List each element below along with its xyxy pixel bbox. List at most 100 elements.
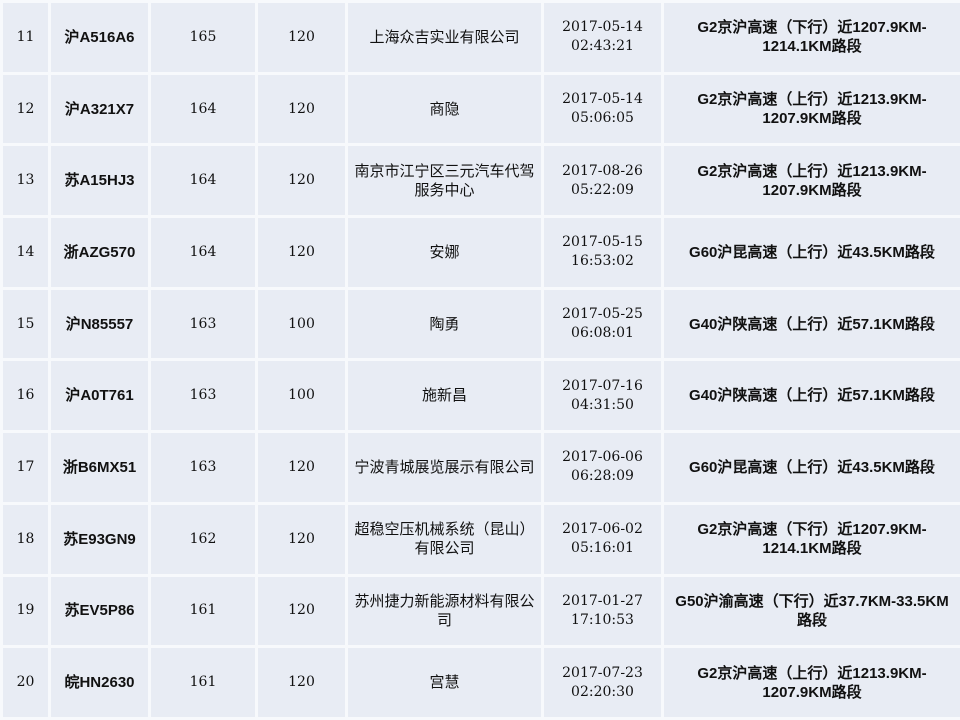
plate-number: 苏EV5P86 — [48, 573, 151, 649]
vehicle-owner: 南京市江宁区三元汽车代驾服务中心 — [345, 143, 544, 219]
violation-time: 17:10:53 — [571, 611, 634, 628]
violation-time: 05:16:01 — [571, 540, 634, 557]
violation-time: 04:31:50 — [571, 396, 634, 413]
speed-limit: 120 — [255, 143, 348, 219]
vehicle-owner: 施新昌 — [345, 358, 544, 434]
vehicle-owner: 上海众吉实业有限公司 — [345, 0, 544, 75]
row-index: 19 — [0, 573, 51, 649]
violation-time: 06:08:01 — [571, 325, 634, 342]
recorded-speed: 164 — [148, 71, 258, 147]
table-row: 14 浙AZG570 164 120 安娜 2017-05-15 16:53:02 G60沪昆… — [0, 215, 960, 290]
vehicle-owner: 商隐 — [345, 71, 544, 147]
violation-location: G40沪陕高速（上行）近57.1KM路段 — [661, 358, 960, 434]
recorded-speed: 163 — [148, 430, 258, 505]
table-row: 16 沪A0T761 163 100 施新昌 2017-07-16 04:31:50 G40沪… — [0, 358, 960, 434]
speed-limit: 120 — [255, 0, 348, 75]
row-index: 17 — [0, 430, 51, 505]
table-row: 13 苏A15HJ3 164 120 南京市江宁区三元汽车代驾服务中心 2017-08-2… — [0, 143, 960, 219]
violation-date: 2017-06-06 — [562, 449, 643, 466]
violation-date: 2017-07-16 — [562, 377, 643, 394]
speed-limit: 120 — [255, 71, 348, 147]
vehicle-owner: 陶勇 — [345, 286, 544, 362]
row-index: 12 — [0, 71, 51, 147]
table-row: 20 皖HN2630 161 120 宫慧 2017-07-23 02:20:30 G2京沪高… — [0, 645, 960, 720]
recorded-speed: 162 — [148, 501, 258, 577]
violation-date: 2017-05-14 — [562, 19, 643, 36]
violation-date: 2017-05-25 — [562, 306, 643, 323]
speed-limit: 100 — [255, 358, 348, 434]
violation-time: 2017-06-02 05:16:01 — [541, 501, 664, 577]
speed-limit: 120 — [255, 501, 348, 577]
violation-location: G2京沪高速（下行）近1207.9KM-1214.1KM路段 — [661, 0, 960, 75]
row-index: 14 — [0, 215, 51, 290]
row-index: 15 — [0, 286, 51, 362]
violation-date: 2017-05-15 — [562, 234, 643, 251]
violation-date: 2017-06-02 — [562, 521, 643, 538]
vehicle-owner: 安娜 — [345, 215, 544, 290]
violation-time: 2017-06-06 06:28:09 — [541, 430, 664, 505]
table-row: 17 浙B6MX51 163 120 宁波青城展览展示有限公司 2017-06-06 06:… — [0, 430, 960, 505]
violation-time: 02:43:21 — [571, 38, 634, 55]
plate-number: 沪A321X7 — [48, 71, 151, 147]
violation-time: 05:22:09 — [571, 181, 634, 198]
row-index: 13 — [0, 143, 51, 219]
vehicle-owner: 宁波青城展览展示有限公司 — [345, 430, 544, 505]
violation-time: 2017-07-23 02:20:30 — [541, 645, 664, 720]
recorded-speed: 165 — [148, 0, 258, 75]
plate-number: 沪A0T761 — [48, 358, 151, 434]
violation-date: 2017-08-26 — [562, 162, 643, 179]
table-row: 19 苏EV5P86 161 120 苏州捷力新能源材料有限公司 2017-01-27 17… — [0, 573, 960, 649]
violation-time: 2017-08-26 05:22:09 — [541, 143, 664, 219]
table-row: 12 沪A321X7 164 120 商隐 2017-05-14 05:06:05 G2京沪高… — [0, 71, 960, 147]
violation-time: 05:06:05 — [571, 110, 634, 127]
recorded-speed: 161 — [148, 645, 258, 720]
violation-date: 2017-07-23 — [562, 664, 643, 681]
violation-location: G2京沪高速（上行）近1213.9KM-1207.9KM路段 — [661, 71, 960, 147]
vehicle-owner: 苏州捷力新能源材料有限公司 — [345, 573, 544, 649]
row-index: 18 — [0, 501, 51, 577]
violation-time: 16:53:02 — [571, 253, 634, 270]
violation-location: G60沪昆高速（上行）近43.5KM路段 — [661, 215, 960, 290]
recorded-speed: 161 — [148, 573, 258, 649]
violation-time: 2017-01-27 17:10:53 — [541, 573, 664, 649]
table-row: 11 沪A516A6 165 120 上海众吉实业有限公司 2017-05-14 02:43… — [0, 0, 960, 75]
plate-number: 浙AZG570 — [48, 215, 151, 290]
plate-number: 沪A516A6 — [48, 0, 151, 75]
violation-time: 2017-05-15 16:53:02 — [541, 215, 664, 290]
violation-time: 2017-05-25 06:08:01 — [541, 286, 664, 362]
plate-number: 皖HN2630 — [48, 645, 151, 720]
violation-location: G2京沪高速（下行）近1207.9KM-1214.1KM路段 — [661, 501, 960, 577]
violation-location: G50沪渝高速（下行）近37.7KM-33.5KM路段 — [661, 573, 960, 649]
vehicle-owner: 宫慧 — [345, 645, 544, 720]
table-row: 18 苏E93GN9 162 120 超稳空压机械系统（昆山）有限公司 2017-06-0… — [0, 501, 960, 577]
recorded-speed: 164 — [148, 215, 258, 290]
violation-location: G2京沪高速（上行）近1213.9KM-1207.9KM路段 — [661, 143, 960, 219]
speed-limit: 120 — [255, 573, 348, 649]
recorded-speed: 163 — [148, 358, 258, 434]
recorded-speed: 164 — [148, 143, 258, 219]
recorded-speed: 163 — [148, 286, 258, 362]
violation-time: 06:28:09 — [571, 468, 634, 485]
violation-location: G60沪昆高速（上行）近43.5KM路段 — [661, 430, 960, 505]
violation-time: 02:20:30 — [571, 683, 634, 700]
vehicle-owner: 超稳空压机械系统（昆山）有限公司 — [345, 501, 544, 577]
row-index: 20 — [0, 645, 51, 720]
plate-number: 苏A15HJ3 — [48, 143, 151, 219]
violation-time: 2017-05-14 05:06:05 — [541, 71, 664, 147]
plate-number: 沪N85557 — [48, 286, 151, 362]
violation-date: 2017-05-14 — [562, 91, 643, 108]
table-row: 15 沪N85557 163 100 陶勇 2017-05-25 06:08:01 G40沪陕… — [0, 286, 960, 362]
violation-time: 2017-07-16 04:31:50 — [541, 358, 664, 434]
speed-limit: 120 — [255, 430, 348, 505]
violation-location: G40沪陕高速（上行）近57.1KM路段 — [661, 286, 960, 362]
violation-location: G2京沪高速（上行）近1213.9KM-1207.9KM路段 — [661, 645, 960, 720]
plate-number: 浙B6MX51 — [48, 430, 151, 505]
speed-limit: 120 — [255, 645, 348, 720]
plate-number: 苏E93GN9 — [48, 501, 151, 577]
violation-time: 2017-05-14 02:43:21 — [541, 0, 664, 75]
violation-date: 2017-01-27 — [562, 592, 643, 609]
row-index: 16 — [0, 358, 51, 434]
row-index: 11 — [0, 0, 51, 75]
speed-limit: 100 — [255, 286, 348, 362]
